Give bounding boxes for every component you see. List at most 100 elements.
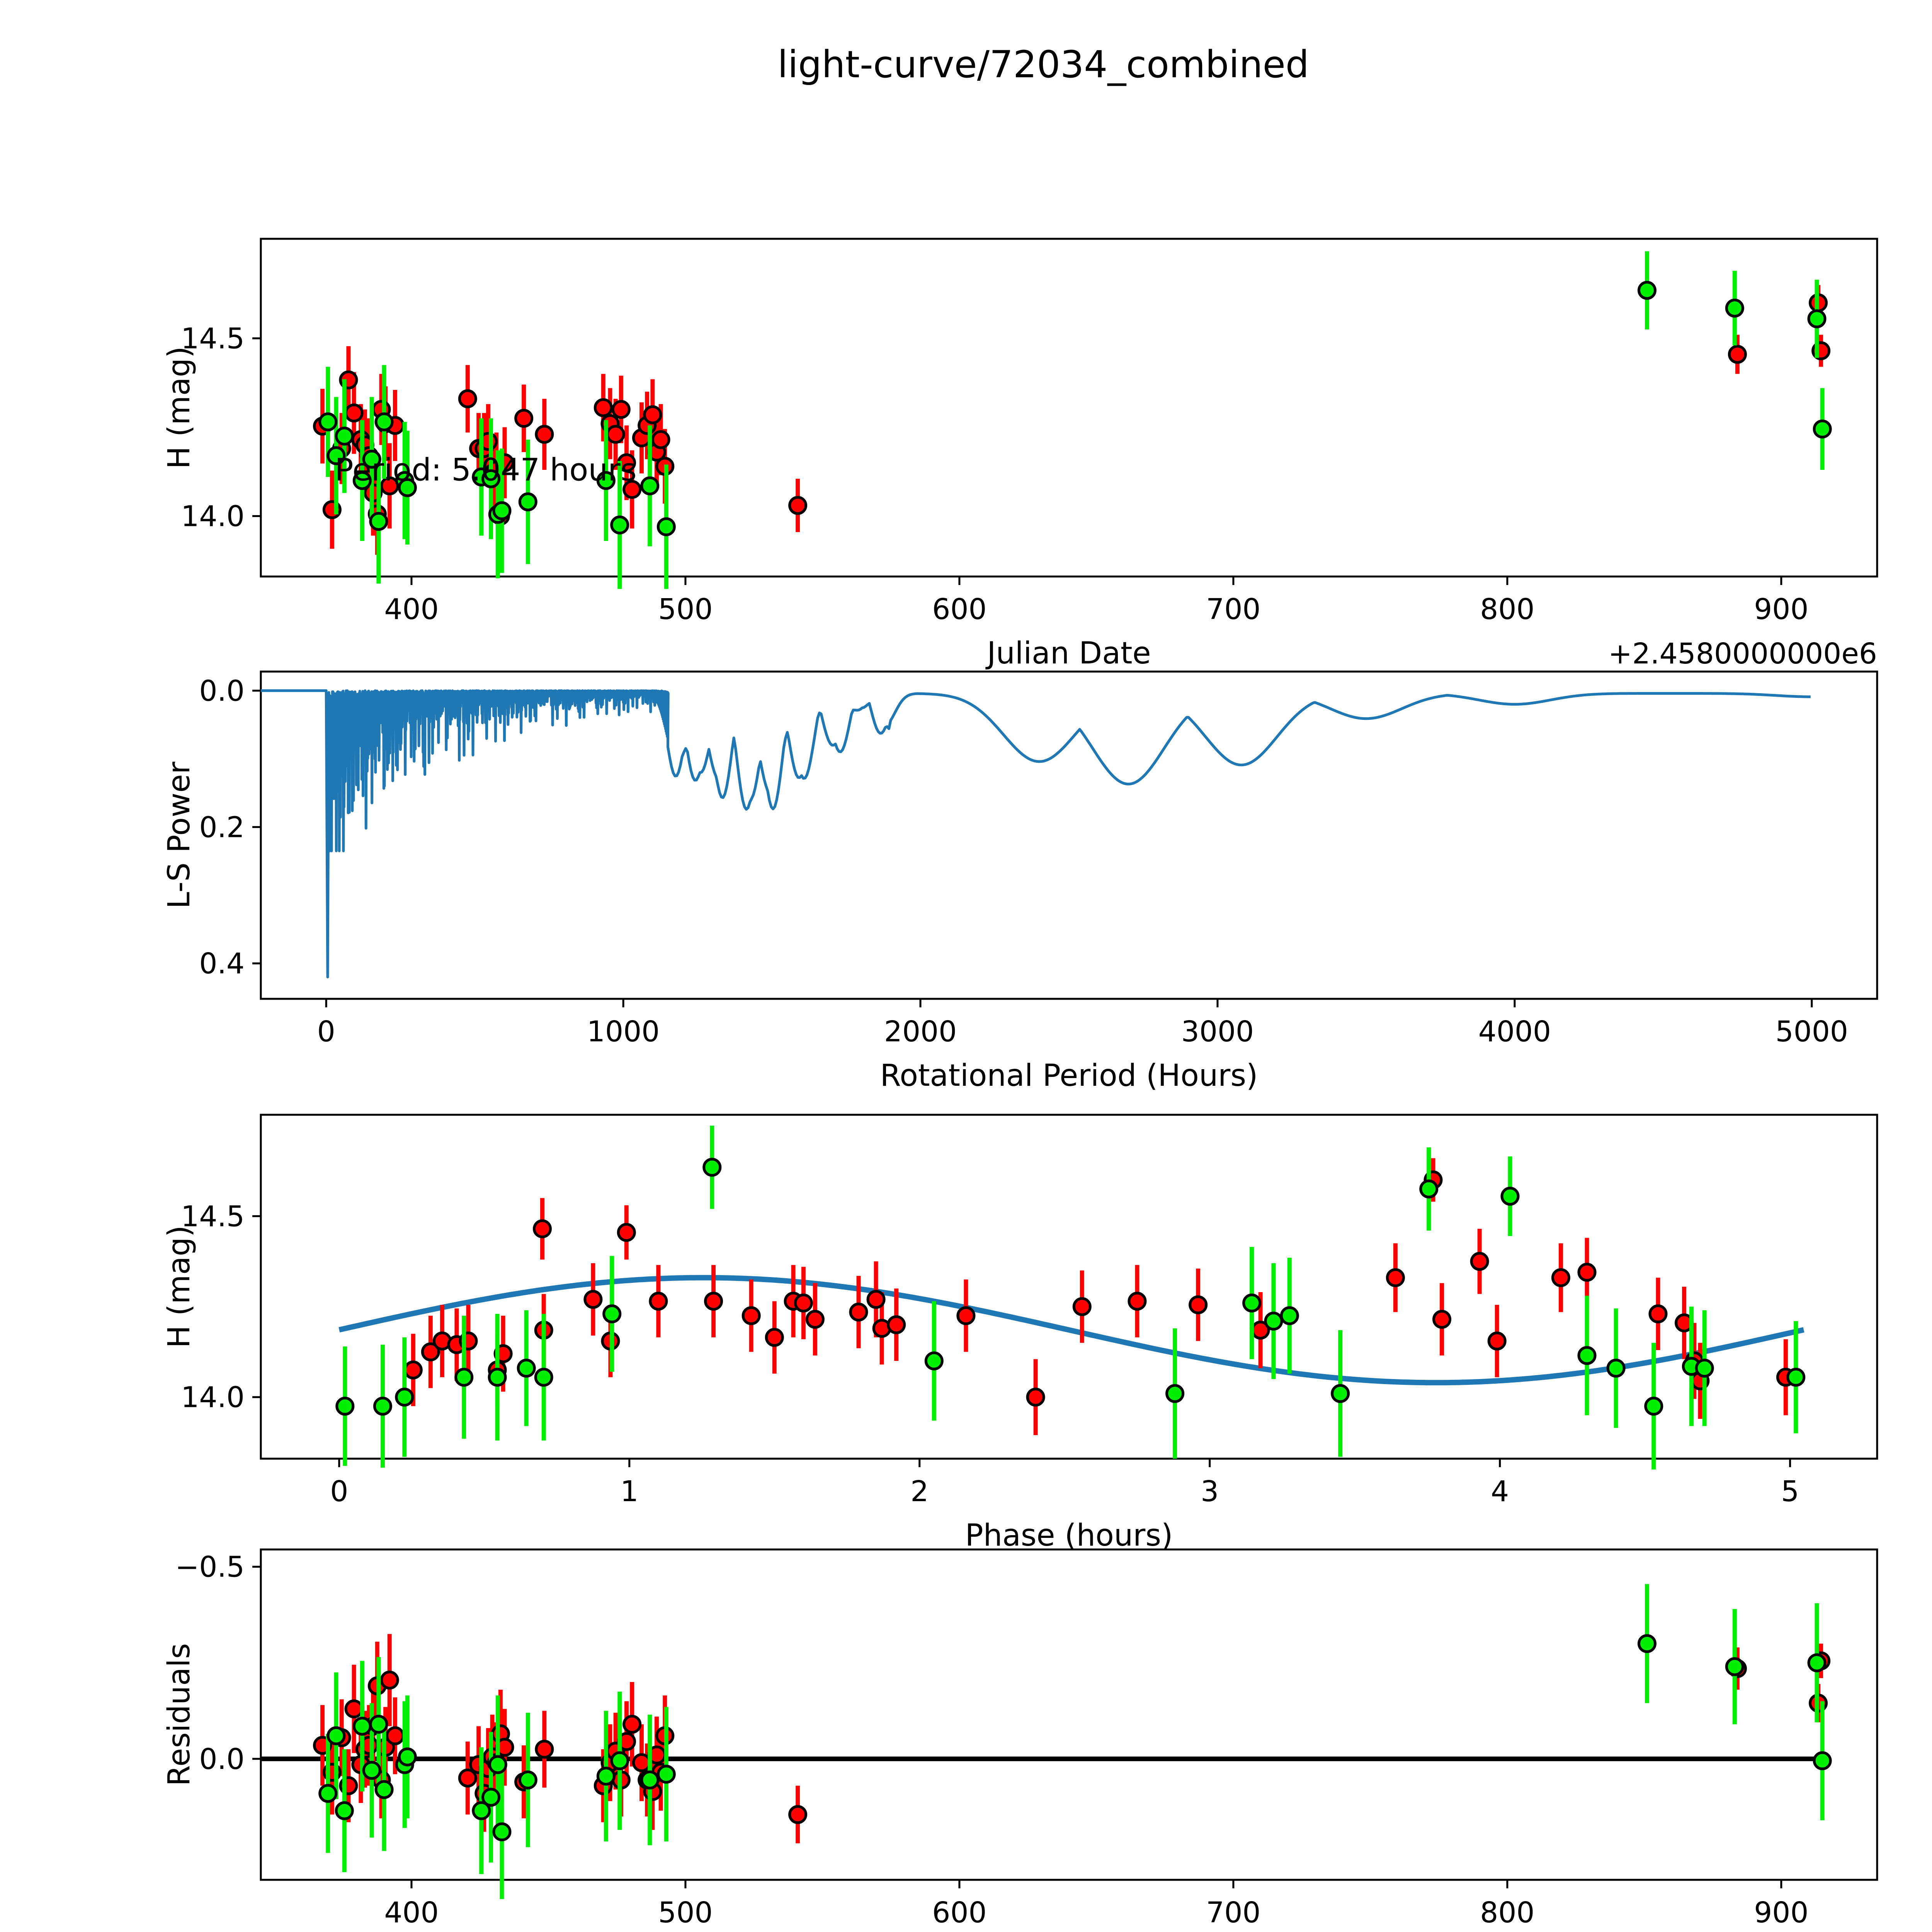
panel-lightcurve: 400 500 600 700 800 900 14.0 14.5 Julian Date H (… [162, 238, 1878, 671]
data-point [622, 480, 642, 499]
data-point [632, 1753, 651, 1772]
data-point [651, 430, 670, 449]
data-point [488, 1755, 507, 1774]
data-point [617, 1223, 636, 1242]
svg-text:H (mag): H (mag) [162, 346, 197, 469]
x-tick-label: 900 [1754, 1896, 1808, 1929]
data-point [1419, 1179, 1439, 1199]
data-point [362, 1761, 381, 1780]
data-point [335, 1396, 355, 1416]
y-axis-label: Residuals [162, 1643, 197, 1786]
x-tick-label: 1 [620, 1475, 638, 1508]
data-point [1725, 1657, 1744, 1676]
data-point [1242, 1293, 1262, 1313]
data-point [866, 1290, 886, 1309]
data-point [1577, 1263, 1597, 1282]
x-tick-label: 2 [910, 1475, 929, 1508]
data-point [1500, 1187, 1520, 1206]
x-tick-label: 600 [932, 593, 986, 626]
series-red_band [403, 1158, 1795, 1435]
data-point [318, 412, 338, 432]
data-point [1786, 1367, 1806, 1387]
data-point [1813, 419, 1832, 439]
data-point [1637, 1634, 1656, 1653]
x-tick-label: 0 [330, 1475, 348, 1508]
data-point [472, 1801, 491, 1820]
axes-frame [260, 1114, 1878, 1460]
data-point [1606, 1359, 1626, 1378]
data-point [369, 512, 388, 531]
x-tick-label: 3000 [1181, 1015, 1254, 1048]
data-point [765, 1328, 784, 1347]
data-point [514, 409, 534, 428]
data-point [517, 1359, 536, 1378]
x-axis-label: Julian Date [985, 636, 1151, 671]
data-point [488, 1367, 507, 1387]
x-tick-label: 5 [1781, 1475, 1799, 1508]
data-point [421, 1342, 440, 1362]
data-point [742, 1306, 761, 1325]
data-point [535, 1740, 554, 1759]
data-point [805, 1310, 825, 1329]
data-point [335, 1801, 354, 1820]
data-point [1280, 1306, 1299, 1325]
data-point [518, 492, 537, 512]
data-point [887, 1315, 906, 1334]
y-tick-label: 14.0 [181, 1381, 245, 1414]
axes-frame [260, 238, 1878, 578]
x-tick-label: 800 [1480, 593, 1534, 626]
x-tick-label: 800 [1480, 1896, 1534, 1929]
data-point [532, 1219, 552, 1238]
page-title: light-curve/72034_combined [777, 43, 1309, 86]
panel-phase-folded: 0 1 2 3 4 5 14.0 14.5 Phase (hours) H (mag) [162, 1114, 1878, 1553]
series-red_band [313, 285, 1831, 557]
y-tick-label: 0.4 [199, 947, 245, 980]
data-point [344, 403, 364, 423]
data-point [458, 389, 477, 408]
data-point [1813, 1751, 1832, 1770]
x-tick-label: 1000 [587, 1015, 660, 1048]
data-point [610, 515, 629, 535]
x-tick-label: 700 [1206, 1896, 1260, 1929]
data-point [362, 449, 381, 469]
x-tick-label: 500 [658, 1896, 713, 1929]
svg-text:Residuals: Residuals [162, 1643, 197, 1786]
data-point [318, 1784, 338, 1803]
data-point [352, 471, 372, 490]
x-axis-offset-label: +2.4580000000e6 [1608, 637, 1877, 670]
data-point [327, 446, 346, 465]
data-point [656, 517, 676, 536]
y-tick-label: 14.5 [181, 322, 245, 355]
data-point [374, 412, 394, 432]
y-tick-label: 0.0 [199, 674, 245, 707]
data-point [373, 1396, 392, 1416]
x-tick-label: 400 [384, 1896, 439, 1929]
data-point [583, 1290, 603, 1309]
data-point [352, 1716, 372, 1736]
series-green_band [335, 1126, 1806, 1470]
data-point [1695, 1359, 1714, 1378]
periodogram-trace [261, 689, 1811, 978]
data-point [395, 1388, 414, 1407]
series-red_band [313, 1634, 1831, 1844]
data-point [602, 1304, 622, 1323]
data-point [1128, 1291, 1147, 1311]
data-point [1487, 1332, 1507, 1351]
x-tick-label: 900 [1754, 593, 1808, 626]
y-axis-label: H (mag) [162, 1225, 197, 1348]
data-point [622, 1714, 642, 1734]
data-point [640, 1770, 660, 1790]
data-point [1072, 1297, 1092, 1316]
y-axis-label: L-S Power [162, 761, 197, 908]
data-point [956, 1306, 976, 1325]
sinusoid-fit-line [338, 1275, 1804, 1386]
data-point [1644, 1396, 1663, 1416]
data-point [596, 471, 616, 490]
data-point [369, 1714, 388, 1734]
svg-text:H (mag): H (mag) [162, 1225, 197, 1348]
svg-text:L-S Power: L-S Power [162, 761, 197, 908]
data-point [788, 1805, 808, 1824]
data-point [643, 405, 662, 424]
data-point [1165, 1384, 1185, 1403]
